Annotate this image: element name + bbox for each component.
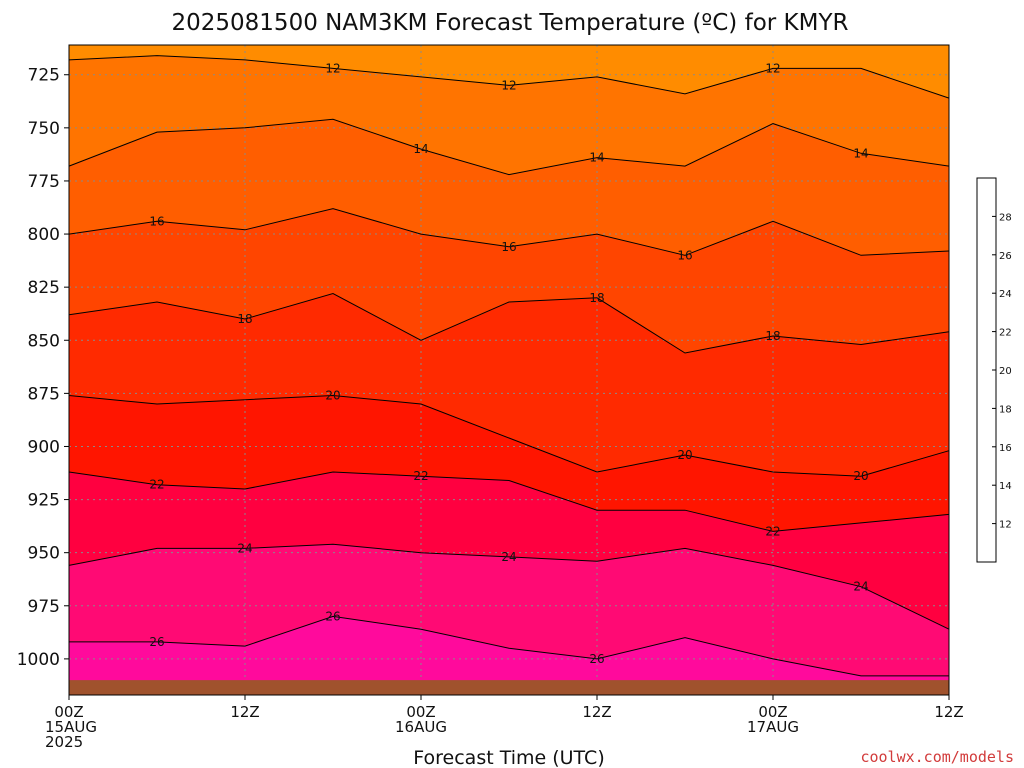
temperature-bands [69,45,949,695]
colorbar-label-20: 20 [999,366,1012,377]
contour-label-18-2: 18 [237,312,252,326]
y-tick-label-875: 875 [28,384,60,404]
temperature-band-1 [69,55,949,175]
y-tick-label-975: 975 [28,597,60,617]
contour-label-26-2: 26 [589,652,604,666]
contour-label-16-0: 16 [501,240,516,254]
colorbar-label-28: 28 [999,212,1012,223]
credit-text: coolwx.com/models [860,748,1014,766]
contour-label-18-1: 18 [765,329,780,343]
contour-line-16 [68,208,950,256]
grid-lines [69,45,950,695]
y-tick-label-775: 775 [28,172,60,192]
colorbar-label-26: 26 [999,251,1012,262]
contour-label-12-2: 12 [765,61,780,75]
contour-label-20-1: 20 [853,469,868,483]
ground-surface [69,680,949,695]
ground-layer [69,680,949,695]
temperature-band-6 [69,472,949,630]
y-tick-label-950: 950 [28,544,60,564]
y-tick-label-925: 925 [28,491,60,511]
contour-label-22-2: 22 [413,469,428,483]
x-tick-label-48h-0: 00Z [758,703,787,721]
contour-label-12-1: 12 [501,78,516,92]
x-tick-label-0h-0: 00Z [54,703,83,721]
contour-label-18-0: 18 [589,291,604,305]
x-tick-label-24h-0: 00Z [406,703,435,721]
contour-label-22-0: 22 [765,524,780,538]
colorbar-label-16: 16 [999,443,1012,454]
y-tick-label-825: 825 [28,278,60,298]
temperature-band-3 [69,208,949,353]
contour-label-16-2: 16 [149,214,164,228]
y-tick-label-1000: 1000 [17,650,60,670]
contour-line-22 [68,471,950,532]
contour-label-14-2: 14 [853,146,868,160]
contour-label-14-0: 14 [413,142,428,156]
y-tick-label-725: 725 [28,66,60,86]
contour-line-12 [68,55,950,99]
contour-line-24 [68,543,950,630]
contour-label-26-0: 26 [149,635,164,649]
contour-line-14 [68,118,950,176]
y-tick-label-800: 800 [28,225,60,245]
contour-label-14-1: 14 [589,151,604,165]
contour-label-24-1: 24 [237,541,252,555]
x-tick-label-48h-1: 17AUG [747,718,799,736]
x-tick-label-36h-0: 12Z [582,703,611,721]
y-tick-label-850: 850 [28,331,60,351]
y-tick-label-900: 900 [28,437,60,457]
y-tick-label-750: 750 [28,119,60,139]
colorbar-label-24: 24 [999,289,1012,300]
contour-label-12-0: 12 [325,61,340,75]
temperature-band-7 [69,544,949,676]
colorbar-label-14: 14 [999,481,1012,492]
temperature-band-5 [69,395,949,532]
colorbar-label-22: 22 [999,328,1012,339]
contour-label-26-1: 26 [325,609,340,623]
x-tick-label-0h-1: 15AUG [45,718,97,736]
colorbar: 12 14 16 18 20 22 24 26 28 [976,177,1012,563]
temperature-band-8 [69,616,949,695]
contour-label-20-2: 20 [325,389,340,403]
plot-frame [68,44,950,696]
x-tick-label-60h-0: 12Z [934,703,963,721]
x-tick-label-0h-2: 2025 [45,733,83,751]
chart-title: 2025081500 NAM3KM Forecast Temperature (… [172,10,849,36]
colorbar-label-18: 18 [999,404,1012,415]
contour-lines: 12 12 12 14 14 14 16 16 16 18 18 18 20 20 20 22 22 22 24 24… [68,55,950,677]
x-tick-label-12h-0: 12Z [230,703,259,721]
contour-label-16-1: 16 [677,248,692,262]
contour-line-18 [68,292,950,354]
x-tick-label-24h-1: 16AUG [395,718,447,736]
contour-line-20 [68,394,950,477]
x-axis-label: Forecast Time (UTC) [413,747,604,768]
temperature-band-0 [69,45,949,99]
temperature-band-2 [69,119,949,256]
y-axis: 725 750 775 800 825 850 875 900 925 950 975 1000 [17,66,69,670]
contour-label-24-2: 24 [501,550,516,564]
colorbar-label-12: 12 [999,520,1012,531]
contour-label-20-0: 20 [677,448,692,462]
contour-label-22-1: 22 [149,478,164,492]
temperature-band-4 [69,293,949,477]
contour-label-24-0: 24 [853,580,868,594]
contour-line-26 [69,615,949,677]
